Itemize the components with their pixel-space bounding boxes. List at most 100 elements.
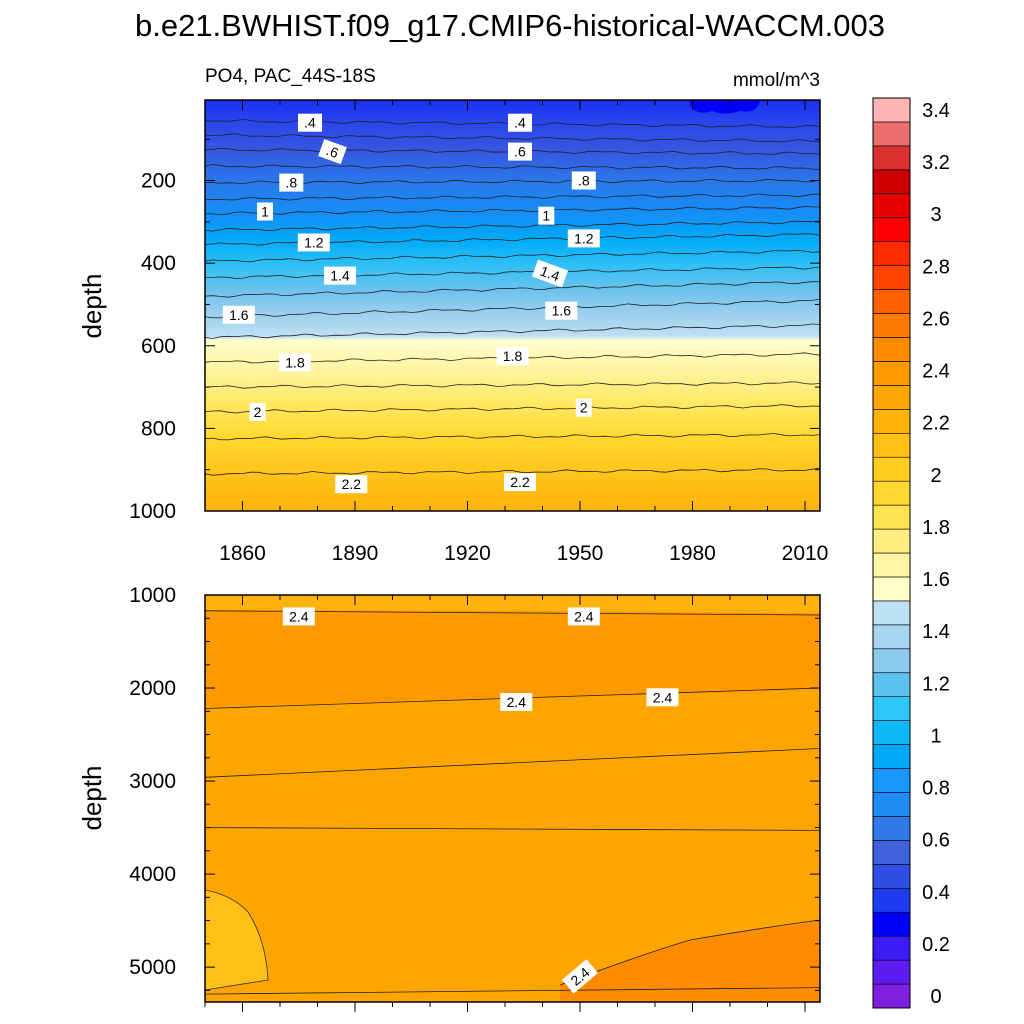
contour-line [204, 381, 821, 389]
colorbar-swatch [872, 97, 911, 123]
colorbar-swatch [872, 816, 911, 841]
contour-label: 1.6 [222, 305, 255, 324]
colorbar-label: 2 [930, 465, 941, 487]
contour-label-box [318, 139, 347, 165]
lower-y-axis-label: depth [77, 765, 107, 830]
colorbar-swatch [872, 217, 911, 242]
y-tick-label: 4000 [129, 863, 176, 886]
contour-label-text: .4 [304, 115, 316, 131]
colorbar-label: 1.2 [922, 673, 950, 695]
contour-label-text: 2.4 [507, 694, 527, 710]
contour-label: 2.2 [504, 473, 536, 492]
contour-label-box [257, 202, 273, 221]
colorbar-swatch [872, 193, 911, 219]
units-label: mmol/m^3 [733, 70, 820, 91]
lower-frame [204, 594, 821, 1003]
upper-axes: 1860 1890 1920 1950 1980 2010 200 400 600 800 1000 [129, 100, 828, 565]
x-tick-label: 1890 [332, 542, 379, 565]
contour-line [204, 323, 821, 339]
upper-contours [204, 119, 821, 476]
colorbar-label: 2.8 [922, 256, 950, 278]
colorbar-swatch [872, 935, 911, 961]
contour-label-box [508, 113, 532, 132]
contour-label: 1.4 [531, 259, 569, 288]
colorbar-swatch [872, 121, 911, 147]
colorbar-swatch [872, 432, 911, 458]
contour-label: .4 [298, 113, 322, 132]
y-tick-label: 1000 [129, 500, 176, 523]
contour-label: 1 [257, 202, 273, 221]
contour-label: 2.4 [282, 607, 315, 626]
colorbar-label: 0.4 [922, 882, 950, 904]
lower-contour-labels: 2.4 2.42.4 2.42.4 [282, 607, 679, 994]
contour-label: 1.2 [297, 233, 330, 252]
contour-label-text: 2.2 [342, 476, 362, 492]
contour-label-box [282, 607, 315, 626]
contour-label-box [646, 688, 679, 707]
contour-label-text: 1 [261, 204, 269, 220]
colorbar-label: 3.4 [922, 100, 950, 122]
contour-label: .6 [508, 142, 532, 161]
x-tick-label: 1860 [219, 542, 266, 565]
colorbar-swatch [872, 265, 911, 290]
y-tick-label: 400 [141, 252, 176, 275]
colorbar-label: 2.4 [922, 361, 950, 383]
colorbar-label: 2.2 [922, 413, 950, 435]
colorbar-swatch [872, 480, 911, 506]
contour-label: .4 [508, 113, 532, 132]
contour-label-box [279, 353, 311, 372]
y-tick-label: 200 [141, 170, 176, 193]
deep-high-wedge [560, 920, 820, 1002]
colorbar-label: 0.6 [922, 830, 950, 852]
contour-label-text: .6 [324, 142, 341, 161]
contour-label-box [538, 206, 555, 225]
contour-label: 2.4 [500, 693, 533, 711]
contour-label-text: .6 [514, 144, 526, 160]
upper-field [205, 100, 820, 511]
colorbar-swatch [872, 145, 911, 171]
colorbar-swatch [872, 720, 911, 745]
subtitle-left: PO4, PAC_44S-18S [205, 66, 376, 87]
contour-label-box [297, 233, 330, 252]
contour-label: 2.4 [646, 688, 679, 707]
colorbar-label: 3 [930, 204, 941, 226]
colorbar-frame [872, 97, 911, 1009]
contour-label-text: 1.4 [538, 263, 562, 285]
y-tick-label: 3000 [129, 770, 176, 793]
contour-line [204, 467, 821, 476]
colorbar-swatch [872, 624, 911, 650]
colorbar-swatch [872, 600, 911, 626]
deep-low-patch [204, 889, 269, 991]
contour-line [204, 220, 821, 232]
colorbar-swatch [872, 887, 911, 913]
y-tick-label: 2000 [129, 677, 176, 700]
contour-line [204, 281, 820, 298]
contour-line [204, 178, 821, 185]
contour-label-box [324, 266, 356, 285]
contour-label-box [500, 693, 533, 711]
colorbar-swatch [872, 456, 911, 482]
contour-label-box [496, 347, 529, 366]
upper-contour-labels: .4 .4 .6 .6 .8 .8 1 1 1.2 1.2 1.4 1.4 1.6 1.6 1.8 1.8 2 2… [222, 113, 600, 494]
colorbar-swatch [872, 768, 911, 793]
contour-label: 1.4 [324, 266, 356, 285]
colorbar-swatch [872, 169, 911, 195]
contour-label-box [335, 475, 368, 494]
x-tick-label: 2010 [782, 542, 829, 565]
colorbar-swatch [872, 959, 911, 985]
contour-label-text: 2.4 [653, 689, 673, 705]
colorbar-label: 1.6 [922, 569, 950, 591]
contour-label-text: .4 [514, 115, 526, 131]
colorbar-swatch [872, 672, 911, 697]
contour-label-box [504, 473, 536, 492]
contour-line [204, 249, 821, 263]
upper-surface-blob [690, 100, 760, 114]
y-tick-label: 1000 [129, 584, 176, 607]
contour-label-text: 2.4 [289, 608, 309, 624]
contour-label-box [249, 402, 266, 421]
colorbar-label: 0.8 [922, 778, 950, 800]
colorbar: 0 0.2 0.4 0.6 0.8 1 1.2 1.4 1.6 1.8 2 2.2 2.4 2.6 2.8 3… [872, 97, 950, 1009]
contour-label-text: 2.4 [574, 608, 594, 624]
contour-label-box [567, 607, 600, 626]
